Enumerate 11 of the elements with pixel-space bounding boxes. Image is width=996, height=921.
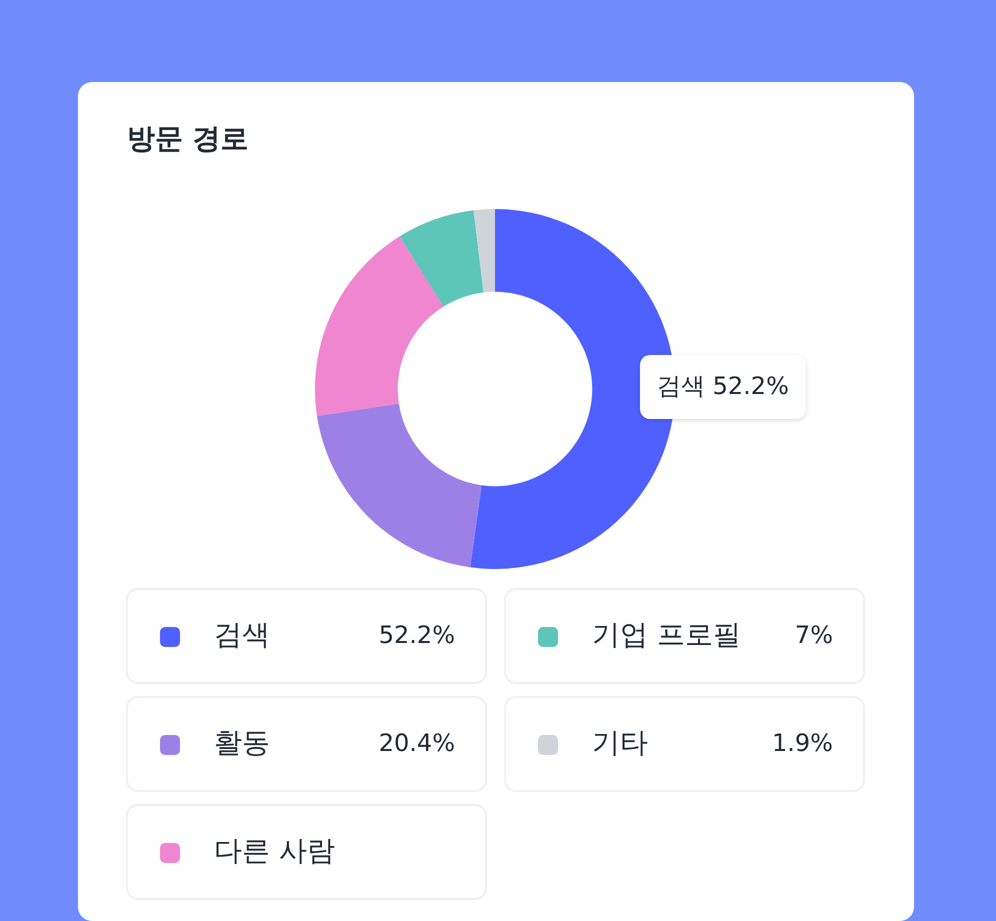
chart-title: 방문 경로 [127, 121, 249, 157]
legend-label: 기타 [592, 725, 648, 761]
legend-label: 검색 [214, 617, 270, 653]
legend-label: 다른 사람 [214, 833, 335, 869]
data-label: 7% [794, 621, 833, 649]
text: 검색 52.2% [657, 372, 789, 400]
data-label: 52.2% [378, 621, 455, 649]
data-label: 1.9% [772, 729, 833, 757]
data-label: 20.4% [378, 729, 455, 757]
legend-label: 활동 [214, 725, 270, 761]
legend-label: 기업 프로필 [592, 617, 741, 653]
